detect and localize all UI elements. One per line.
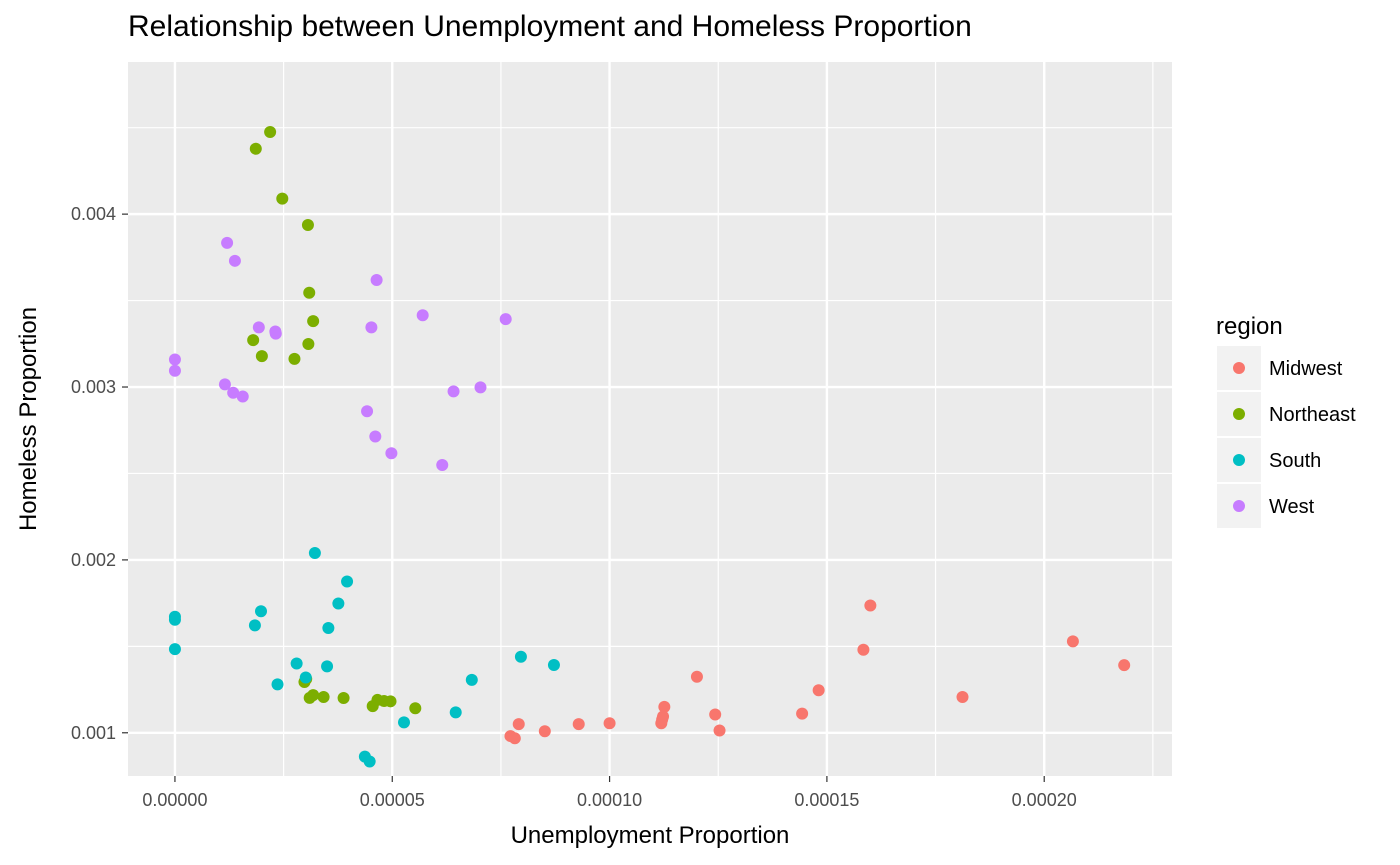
data-point-midwest (1066, 635, 1079, 648)
data-point-west (168, 364, 181, 377)
data-point-west (447, 385, 460, 398)
legend-title: region (1216, 313, 1283, 340)
legend-swatch-midwest (1233, 362, 1245, 374)
data-point-west (361, 405, 374, 418)
data-point-northeast (307, 689, 320, 702)
data-point-midwest (512, 718, 525, 731)
data-point-south (397, 716, 410, 729)
data-point-west (168, 353, 181, 366)
y-tick-label: 0.002 (71, 550, 116, 570)
data-point-northeast (247, 334, 260, 347)
data-point-west (370, 274, 383, 287)
legend-swatch-northeast (1233, 408, 1245, 420)
data-point-west (228, 254, 241, 267)
data-point-northeast (249, 142, 262, 155)
x-tick-label: 0.00010 (577, 790, 642, 810)
data-point-south (465, 673, 478, 686)
legend-label-south: South (1269, 450, 1321, 472)
x-tick-label: 0.00020 (1012, 790, 1077, 810)
data-point-west (269, 327, 282, 340)
data-point-south (341, 575, 354, 588)
data-point-south (168, 643, 181, 656)
data-point-northeast (301, 219, 314, 232)
data-point-south (308, 546, 321, 559)
axes: 0.00000 0.00005 0.00010 0.00015 0.00020 0.001… (71, 204, 1077, 810)
y-tick-label: 0.004 (71, 204, 116, 224)
legend-swatch-west (1233, 500, 1245, 512)
data-point-northeast (307, 315, 320, 328)
x-tick-label: 0.00005 (360, 790, 425, 810)
x-tick-label: 0.00000 (142, 790, 207, 810)
data-point-west (365, 321, 378, 334)
data-point-south (332, 597, 345, 610)
data-point-south (514, 650, 527, 663)
data-point-northeast (288, 352, 301, 365)
legend-label-west: West (1269, 496, 1315, 518)
chart-title: Relationship between Unemployment and Ho… (128, 10, 972, 43)
data-point-northeast (409, 702, 422, 715)
data-point-south (363, 755, 376, 768)
data-point-midwest (713, 724, 726, 737)
x-axis-title: Unemployment Proportion (511, 822, 790, 849)
data-point-west (236, 390, 249, 403)
data-point-midwest (657, 710, 670, 723)
data-point-south (290, 657, 303, 670)
data-point-south (547, 659, 560, 672)
data-point-west (369, 430, 382, 443)
data-point-northeast (276, 192, 289, 205)
grid-lines (128, 62, 1172, 776)
data-point-midwest (658, 700, 671, 713)
data-point-midwest (796, 707, 809, 720)
data-point-northeast (264, 126, 277, 139)
data-point-south (254, 605, 267, 618)
y-tick-label: 0.003 (71, 377, 116, 397)
data-point-northeast (255, 350, 268, 363)
data-point-west (227, 386, 240, 399)
legend-label-midwest: Midwest (1269, 358, 1343, 380)
data-point-midwest (857, 643, 870, 656)
data-point-west (252, 321, 265, 334)
data-point-south (299, 671, 312, 684)
data-point-northeast (303, 286, 316, 299)
data-point-south (322, 622, 335, 635)
data-point-northeast (384, 695, 397, 708)
data-point-west (499, 313, 512, 326)
data-point-midwest (508, 732, 521, 745)
data-point-south (449, 706, 462, 719)
legend: region Midwest Northeast South West (1216, 313, 1356, 528)
data-point-midwest (956, 690, 969, 703)
legend-swatch-south (1233, 454, 1245, 466)
data-point-northeast (302, 337, 315, 350)
data-point-northeast (317, 690, 330, 703)
data-point-south (321, 660, 334, 673)
data-point-west (416, 309, 429, 322)
data-point-midwest (603, 717, 616, 730)
x-tick-label: 0.00015 (794, 790, 859, 810)
y-tick-label: 0.001 (71, 723, 116, 743)
data-point-west (221, 236, 234, 249)
data-points (168, 126, 1131, 768)
data-point-south (248, 619, 261, 632)
data-point-south (271, 678, 284, 691)
plot-panel (128, 62, 1172, 776)
legend-label-northeast: Northeast (1269, 404, 1356, 426)
data-point-midwest (864, 599, 877, 612)
data-point-south (168, 613, 181, 626)
data-point-northeast (337, 692, 350, 705)
data-point-midwest (572, 718, 585, 731)
data-point-west (436, 458, 449, 471)
y-axis-title: Homeless Proportion (15, 307, 42, 531)
data-point-midwest (812, 684, 825, 697)
data-point-midwest (690, 670, 703, 683)
data-point-midwest (1118, 659, 1131, 672)
data-point-west (385, 447, 398, 460)
data-point-west (474, 381, 487, 394)
data-point-west (218, 378, 231, 391)
data-point-midwest (709, 708, 722, 721)
data-point-midwest (538, 725, 551, 738)
